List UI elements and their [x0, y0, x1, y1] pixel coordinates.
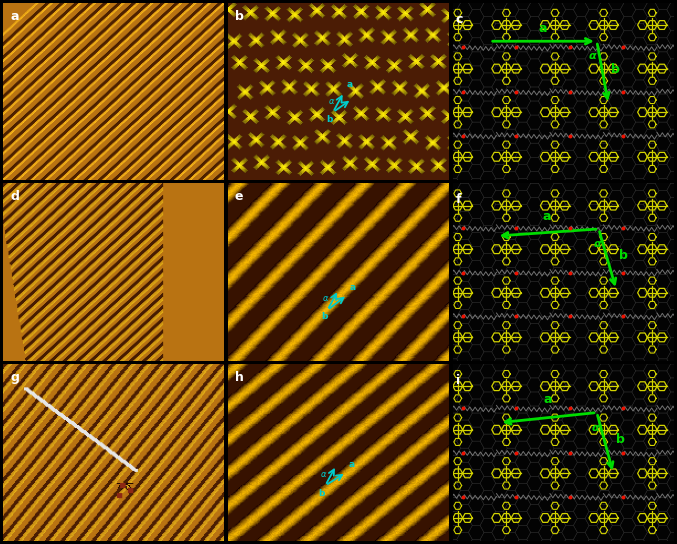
- Text: b: b: [619, 249, 628, 262]
- Text: e: e: [235, 190, 243, 203]
- Text: i: i: [456, 374, 460, 387]
- Text: a: a: [544, 393, 552, 406]
- Text: a: a: [10, 10, 18, 23]
- Text: b: b: [321, 312, 327, 321]
- Text: b: b: [235, 10, 244, 23]
- Text: b: b: [616, 433, 625, 446]
- Text: α: α: [592, 423, 600, 433]
- Text: a: a: [349, 283, 355, 292]
- Text: a: a: [538, 22, 547, 35]
- Text: h: h: [235, 371, 244, 384]
- Text: α: α: [323, 294, 328, 303]
- Text: a: a: [349, 460, 355, 469]
- Text: a: a: [346, 80, 352, 89]
- Text: b: b: [319, 489, 325, 498]
- Text: b: b: [611, 63, 620, 76]
- Text: α: α: [589, 52, 596, 61]
- Text: g: g: [10, 371, 19, 384]
- Text: a: a: [542, 210, 551, 223]
- Text: f: f: [456, 194, 461, 206]
- Text: d: d: [10, 190, 19, 203]
- Text: α: α: [321, 471, 326, 479]
- Text: b: b: [326, 115, 332, 125]
- Text: α: α: [594, 239, 601, 249]
- Text: c: c: [456, 13, 463, 26]
- Text: α: α: [328, 97, 334, 106]
